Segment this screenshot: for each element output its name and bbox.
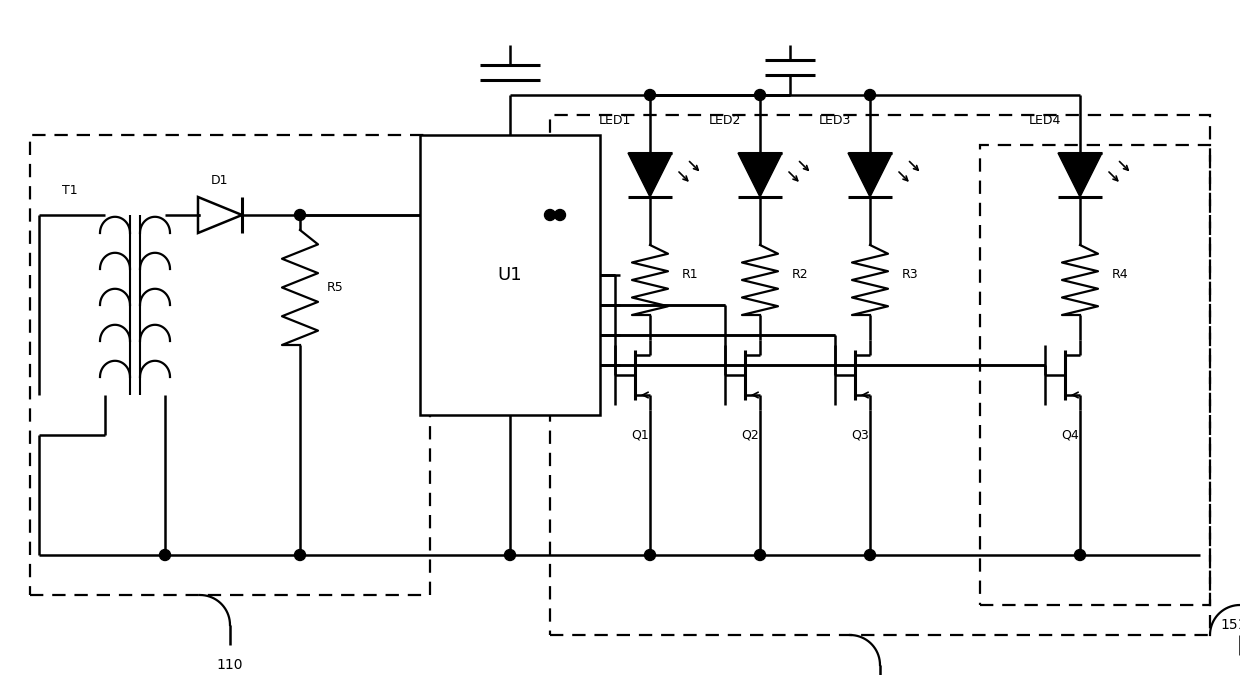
Circle shape — [1075, 549, 1085, 560]
Circle shape — [295, 209, 305, 221]
Text: Q3: Q3 — [851, 429, 869, 441]
Text: Q2: Q2 — [742, 429, 759, 441]
Circle shape — [554, 209, 565, 221]
Bar — [980, 145, 1210, 605]
Text: R3: R3 — [901, 269, 919, 281]
Circle shape — [864, 549, 875, 560]
Bar — [420, 135, 600, 415]
Polygon shape — [627, 153, 672, 197]
Circle shape — [505, 549, 516, 560]
Text: Q1: Q1 — [631, 429, 649, 441]
Bar — [30, 135, 430, 595]
Text: T1: T1 — [62, 184, 78, 196]
Text: LED1: LED1 — [599, 113, 631, 126]
Text: LED2: LED2 — [709, 113, 742, 126]
Polygon shape — [1058, 153, 1102, 197]
Text: LED4: LED4 — [1029, 113, 1061, 126]
Text: Q4: Q4 — [1061, 429, 1079, 441]
Text: 110: 110 — [217, 658, 243, 672]
Circle shape — [864, 90, 875, 101]
Text: R1: R1 — [682, 269, 698, 281]
Circle shape — [645, 90, 656, 101]
Text: U1: U1 — [497, 266, 522, 284]
Circle shape — [645, 549, 656, 560]
Text: R5: R5 — [326, 281, 343, 294]
Circle shape — [754, 549, 765, 560]
Bar — [551, 115, 1210, 635]
Text: D1: D1 — [211, 173, 228, 186]
Circle shape — [754, 90, 765, 101]
Text: R2: R2 — [791, 269, 808, 281]
Circle shape — [160, 549, 171, 560]
Text: R4: R4 — [1112, 269, 1128, 281]
Polygon shape — [848, 153, 892, 197]
Circle shape — [295, 549, 305, 560]
Text: 151: 151 — [1220, 618, 1240, 632]
Text: LED3: LED3 — [818, 113, 851, 126]
Polygon shape — [738, 153, 782, 197]
Circle shape — [544, 209, 556, 221]
